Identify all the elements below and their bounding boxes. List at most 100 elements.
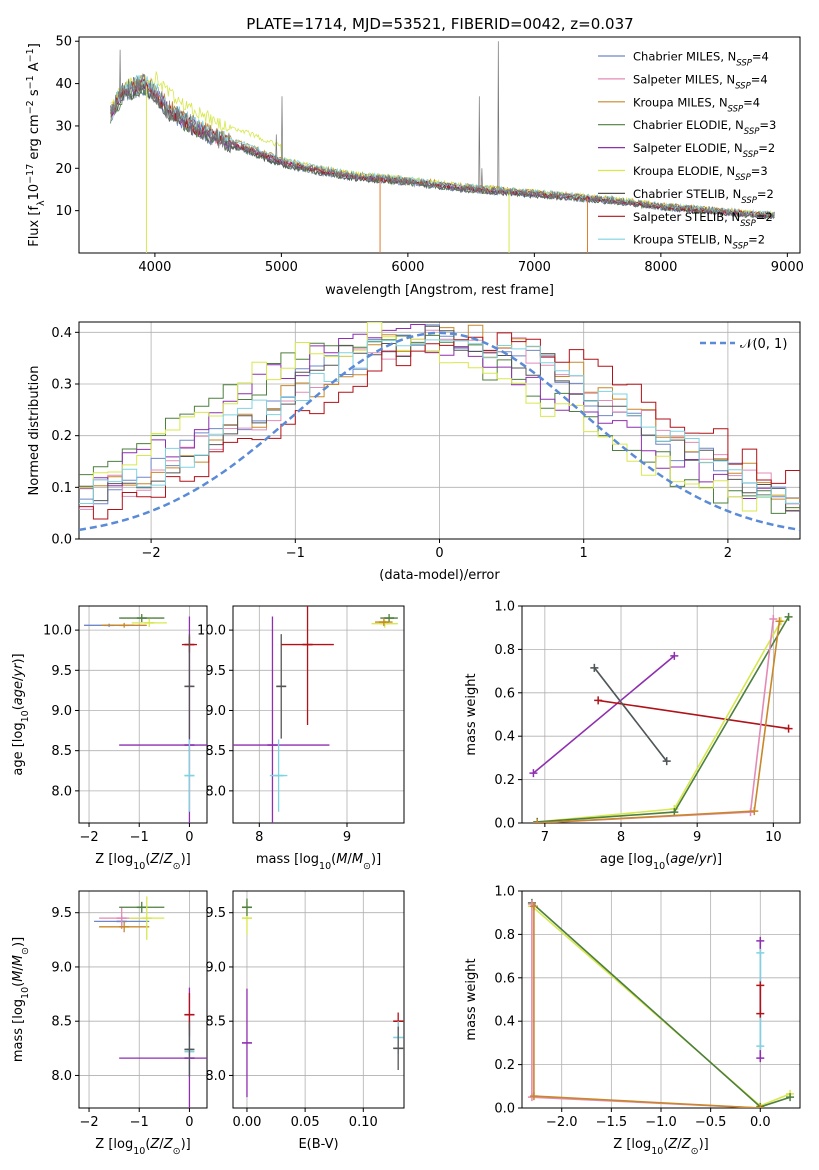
label-part: M [11, 971, 26, 982]
x-axis-label: Z [log10(Z/Z⊙)] [95, 1137, 190, 1157]
y-tick-label: 8.0 [51, 784, 72, 799]
legend-label: Kroupa ELODIE, NSSP=3 [633, 164, 768, 183]
x-tick-label: 9000 [771, 260, 804, 275]
label-part: 10 [651, 1146, 663, 1157]
label-part: mass [log [256, 852, 319, 867]
x-tick-label: 6000 [391, 260, 424, 275]
label-part: )] [181, 1137, 191, 1152]
label-part: A [27, 62, 42, 75]
series-marker [784, 612, 793, 621]
plot-area [529, 612, 793, 823]
label-part: 10 [20, 987, 31, 999]
y-tick-label: 10 [55, 204, 72, 219]
legend-label: Chabrier MILES, NSSP=4 [633, 50, 769, 69]
label-part: M [352, 852, 363, 867]
plot-area [110, 41, 775, 253]
legend-text: Salpeter MILES, N [633, 72, 735, 86]
series-marker [756, 981, 765, 990]
x-axis-label: mass [log10(M/M⊙)] [256, 852, 381, 872]
legend-text: Chabrier MILES, N [633, 50, 736, 64]
y-axis-label: mass [log10(M/M⊙)] [11, 937, 31, 1062]
label-part: )] [371, 852, 381, 867]
x-tick-label: 8000 [644, 260, 677, 275]
legend-label: Salpeter ELODIE, NSSP=2 [633, 141, 775, 160]
y-tick-label: 0.2 [51, 429, 72, 444]
legend-eq: =4 [743, 95, 760, 109]
series-marker [756, 948, 765, 957]
spectrum-model-line [110, 74, 775, 217]
series-marker [750, 807, 759, 816]
label-part: / [347, 852, 352, 867]
normal-legend-label: 𝒩(0, 1) [740, 337, 787, 352]
label-part: 10 [133, 1146, 145, 1157]
label-part: ( [331, 852, 336, 867]
label-part: M [336, 852, 347, 867]
x-tick-label: 7000 [518, 260, 551, 275]
x-tick-label: 7 [541, 830, 549, 845]
label-part: )] [699, 1137, 709, 1152]
label-part: −17 [25, 164, 36, 184]
y-tick-label: 8.5 [205, 1015, 226, 1030]
label-part: 10 [20, 710, 31, 722]
legend-text: Chabrier ELODIE, N [633, 118, 744, 132]
label-part: Z [149, 852, 160, 867]
label-part: )] [11, 937, 26, 947]
x-tick-label: 9 [693, 830, 701, 845]
legend-sub: SSP [736, 59, 752, 69]
y-tick-label: 8.0 [205, 1069, 226, 1084]
label-part: E(B-V) [298, 1137, 338, 1152]
label-part: yr [11, 662, 26, 678]
label-part: age [log [600, 852, 653, 867]
legend-label: Salpeter MILES, NSSP=4 [633, 72, 768, 91]
x-tick-label: −2 [79, 830, 98, 845]
y-tick-label: 0.2 [494, 1058, 515, 1073]
plot-area [79, 322, 800, 532]
plot-area [527, 898, 795, 1108]
x-axis-label: wavelength [Angstrom, rest frame] [325, 283, 554, 298]
y-tick-label: 9.0 [205, 704, 226, 719]
x-tick-label: −0.5 [695, 1115, 727, 1130]
y-tick-label: 0.6 [494, 971, 515, 986]
label-part: Z [163, 1137, 174, 1152]
x-tick-label: 2 [724, 546, 732, 561]
label-part: Z [log [95, 852, 133, 867]
y-tick-label: 0.1 [51, 481, 72, 496]
x-tick-label: 1 [580, 546, 588, 561]
series-marker [594, 696, 603, 705]
label-part: )] [11, 653, 26, 663]
series-marker [786, 1093, 795, 1102]
plot-area [233, 606, 398, 823]
x-tick-label: 0.10 [349, 1115, 378, 1130]
residual-histogram [79, 322, 800, 512]
label-part: ⊙ [173, 861, 181, 872]
x-tick-label: −1.5 [596, 1115, 628, 1130]
label-part: ( [665, 852, 670, 867]
x-axis-label: Z [log10(Z/Z⊙)] [613, 1137, 708, 1157]
series-marker [590, 663, 599, 672]
y-tick-label: 10.0 [197, 624, 226, 639]
y-tick-label: 8.5 [51, 744, 72, 759]
residual-histogram [79, 339, 800, 504]
legend-sub: SSP [741, 196, 757, 206]
x-tick-label: −2 [79, 1115, 98, 1130]
series-marker [769, 615, 778, 624]
age-vs-metallicity-panel: −2 −1 08.08.59.09.510.0Z [log10(Z/Z⊙)]age … [11, 605, 208, 872]
label-part: / [159, 1137, 164, 1152]
y-tick-label: 8.0 [205, 784, 226, 799]
x-tick-label: −1.0 [645, 1115, 677, 1130]
y-tick-label: 0.4 [494, 730, 515, 745]
y-tick-label: 0.0 [494, 1102, 515, 1117]
axes-frame [78, 605, 208, 824]
legend-eq: =3 [759, 118, 776, 132]
label-part: / [677, 1137, 682, 1152]
y-tick-label: 9.5 [205, 664, 226, 679]
label-part: M [11, 955, 26, 966]
label-part: age [11, 681, 26, 705]
legend-label: Chabrier STELIB, NSSP=2 [633, 187, 774, 206]
residual-histogram [79, 332, 800, 520]
label-part: ( [663, 1137, 668, 1152]
label-part: Z [log [95, 1137, 133, 1152]
x-axis-label: E(B-V) [298, 1137, 338, 1152]
